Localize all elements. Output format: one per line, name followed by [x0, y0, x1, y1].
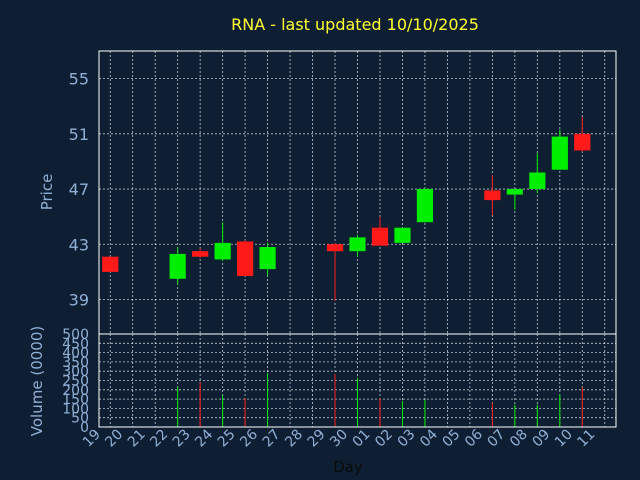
day-tick-label: 30	[327, 427, 351, 451]
day-tick-label: 09	[529, 427, 553, 451]
candle-body	[394, 227, 411, 243]
volume-panel-frame	[98, 333, 617, 428]
candle-body	[484, 190, 501, 201]
day-tick-label: 01	[350, 427, 374, 451]
price-axis-label: Price	[38, 174, 56, 211]
x-axis-label: Day	[333, 458, 363, 476]
candle-body	[259, 247, 276, 270]
day-tick-label: 23	[170, 427, 194, 451]
volume-tick-label: 200	[62, 383, 89, 399]
candle-body	[214, 242, 231, 260]
day-tick-label: 10	[552, 427, 576, 451]
day-tick-label: 07	[485, 427, 509, 451]
day-tick-label: 06	[462, 426, 486, 450]
day-tick-label: 27	[260, 427, 284, 451]
candle-body	[506, 189, 523, 195]
day-tick-label: 02	[372, 427, 396, 451]
day-tick-label: 28	[282, 427, 306, 451]
price-tick-label: 43	[69, 235, 89, 254]
day-tick-label: 04	[417, 426, 441, 450]
price-tick-label: 39	[69, 290, 89, 309]
day-tick-label: 29	[305, 427, 329, 451]
day-tick-labels: 1920212223242526272829300102030405060708…	[80, 426, 598, 450]
volume-tick-label: 50	[71, 411, 89, 427]
chart-title: RNA - last updated 10/10/2025	[231, 15, 479, 34]
candle-body	[371, 227, 389, 246]
candle-body	[574, 133, 591, 151]
candle-body	[551, 136, 568, 170]
candle-body	[529, 172, 546, 190]
day-tick-label: 05	[440, 427, 464, 451]
candle-body	[416, 189, 434, 223]
day-tick-label: 20	[102, 427, 126, 451]
volume-tick-label: 100	[62, 401, 89, 417]
day-tick-label: 22	[147, 427, 171, 451]
candle-body	[169, 253, 186, 279]
candle-body	[349, 237, 366, 252]
volume-axis-label: Volume (0000)	[28, 326, 46, 436]
candle-body	[102, 256, 119, 272]
price-tick-label: 51	[69, 125, 89, 144]
day-tick-label: 25	[215, 427, 239, 451]
volume-tick-label: 450	[62, 336, 89, 352]
price-tick-labels: 39 43 47 51 55	[69, 70, 89, 310]
price-tick-label: 47	[69, 180, 89, 199]
day-tick-label: 24	[192, 426, 216, 450]
candle-body	[192, 251, 209, 257]
volume-tick-label: 150	[62, 392, 89, 408]
volume-tick-label: 500	[62, 327, 89, 343]
chart-frame	[98, 50, 617, 428]
day-tick-label: 11	[574, 427, 598, 451]
volume-tick-label: 300	[62, 364, 89, 380]
day-tick-label: 03	[395, 427, 419, 451]
price-candles	[102, 117, 591, 301]
candle-body	[326, 244, 344, 252]
day-tick-label: 08	[507, 427, 531, 451]
volume-tick-label: 400	[62, 346, 89, 362]
volume-tick-label: 0	[80, 420, 89, 436]
volume-tick-label: 250	[62, 374, 89, 390]
candle-body	[237, 241, 254, 277]
price-tick-label: 55	[69, 70, 89, 89]
day-tick-label: 21	[125, 427, 149, 451]
volume-tick-label: 350	[62, 355, 89, 371]
day-tick-label: 26	[237, 426, 261, 450]
volume-bars	[177, 373, 583, 427]
